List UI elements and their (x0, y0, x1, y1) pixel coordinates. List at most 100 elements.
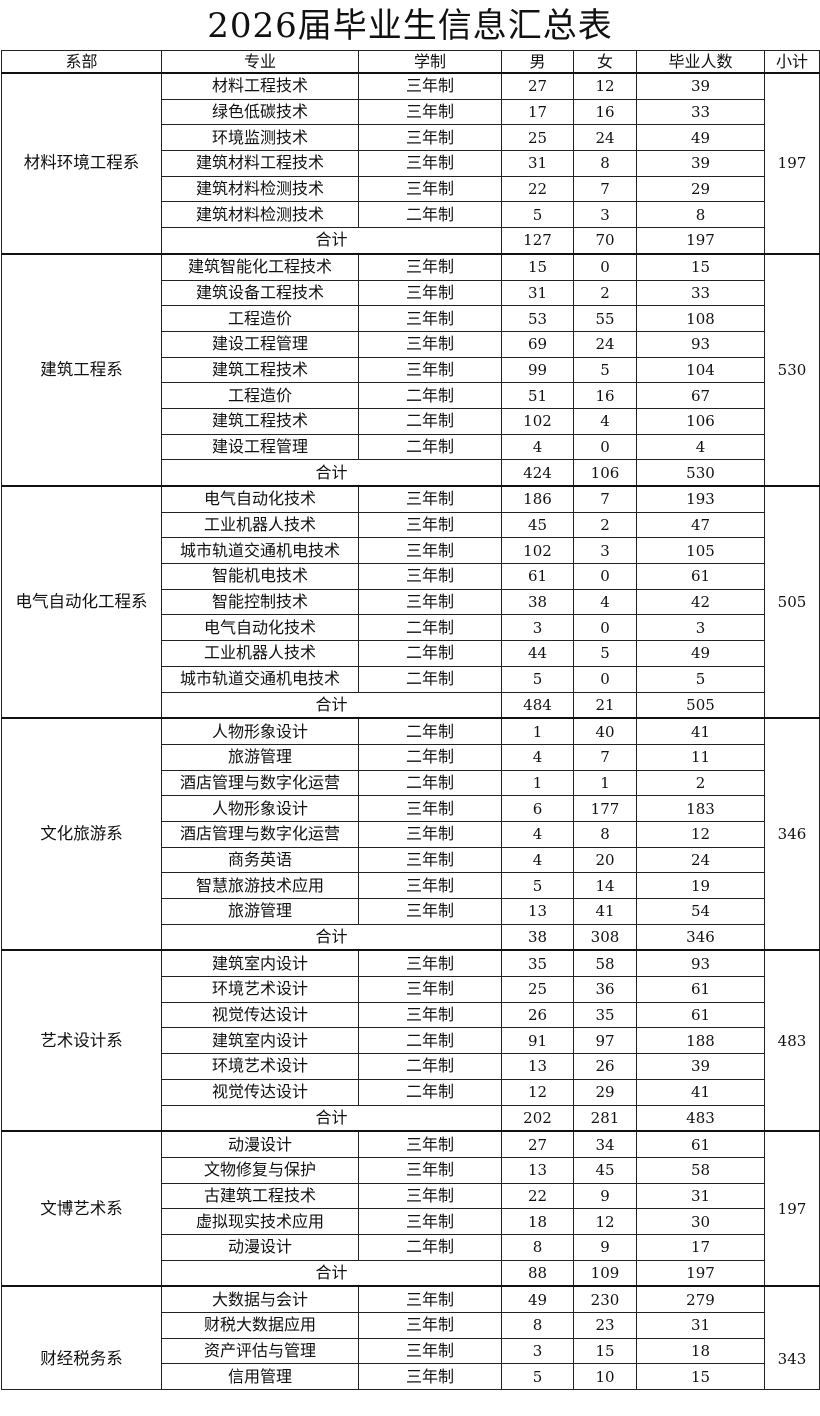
total-graduates: 505 (636, 691, 765, 719)
study-duration: 二年制 (358, 201, 502, 229)
study-duration: 三年制 (358, 484, 502, 513)
department-subtotal: 346 (764, 717, 820, 951)
male-count: 4 (501, 743, 574, 771)
graduate-count: 29 (636, 175, 765, 203)
study-duration: 三年制 (358, 511, 502, 539)
female-count: 41 (573, 898, 637, 925)
total-row: 合计 127 70 197 (2, 227, 820, 255)
table-row: 视觉传达设计 二年制 12 29 41 (2, 1078, 820, 1106)
female-count: 58 (573, 949, 637, 978)
graduate-count: 61 (636, 976, 765, 1003)
study-duration: 三年制 (358, 1312, 502, 1339)
total-graduates: 197 (636, 1259, 765, 1287)
female-count: 20 (573, 846, 637, 874)
department-name: 文博艺术系 (1, 1130, 162, 1287)
graduate-count: 39 (636, 71, 765, 100)
study-duration: 三年制 (358, 898, 502, 925)
graduate-count: 33 (636, 98, 765, 126)
major-name: 工程造价 (161, 382, 359, 409)
male-count: 5 (501, 665, 574, 693)
total-row: 合计 38 308 346 (2, 923, 820, 951)
graduate-count: 12 (636, 820, 765, 848)
male-count: 31 (501, 279, 574, 307)
graduate-count: 17 (636, 1233, 765, 1261)
graduate-count: 42 (636, 588, 765, 616)
department-name: 文化旅游系 (1, 717, 162, 951)
major-name: 虚拟现实技术应用 (161, 1208, 359, 1235)
male-count: 91 (501, 1027, 574, 1055)
major-name: 建设工程管理 (161, 433, 359, 461)
male-count: 17 (501, 98, 574, 126)
graduate-count: 61 (636, 563, 765, 590)
page-title: 2026届毕业生信息汇总表 (207, 6, 613, 46)
total-label: 合计 (161, 1259, 502, 1287)
table-row: 资产评估与管理 三年制 3 15 18 (2, 1337, 820, 1365)
major-name: 动漫设计 (161, 1233, 359, 1261)
department-name: 材料环境工程系 (1, 72, 162, 255)
table-row: 绿色低碳技术 三年制 17 16 33 (2, 98, 820, 126)
male-count: 35 (501, 949, 574, 978)
table-row: 建筑室内设计 二年制 91 97 188 (2, 1027, 820, 1055)
study-duration: 三年制 (358, 1285, 502, 1314)
female-count: 23 (573, 1312, 637, 1339)
total-male: 127 (501, 227, 574, 255)
study-duration: 三年制 (358, 820, 502, 848)
female-count: 26 (573, 1053, 637, 1080)
major-name: 资产评估与管理 (161, 1337, 359, 1365)
department-subtotal: 483 (764, 949, 820, 1132)
study-duration: 三年制 (358, 1001, 502, 1029)
graduate-count: 15 (636, 252, 765, 281)
total-male: 484 (501, 691, 574, 719)
graduate-count: 39 (636, 1053, 765, 1080)
graduate-count: 11 (636, 743, 765, 771)
male-count: 3 (501, 1337, 574, 1365)
major-name: 建筑工程技术 (161, 356, 359, 384)
major-name: 建筑室内设计 (161, 949, 359, 978)
male-count: 5 (501, 1363, 574, 1391)
table-row: 信用管理 三年制 5 10 15 (2, 1363, 820, 1391)
major-name: 酒店管理与数字化运营 (161, 820, 359, 848)
header-female: 女 (573, 50, 637, 74)
female-count: 24 (573, 124, 637, 152)
study-duration: 三年制 (358, 846, 502, 874)
study-duration: 三年制 (358, 150, 502, 177)
graduate-count: 47 (636, 511, 765, 539)
header-major: 专业 (161, 50, 359, 74)
study-duration: 二年制 (358, 1233, 502, 1261)
major-name: 建筑智能化工程技术 (161, 252, 359, 281)
table-row: 古建筑工程技术 三年制 22 9 31 (2, 1182, 820, 1210)
major-name: 工程造价 (161, 305, 359, 332)
table-row: 建筑材料检测技术 二年制 5 3 8 (2, 201, 820, 229)
graduate-count: 67 (636, 382, 765, 409)
graduate-count: 61 (636, 1130, 765, 1158)
study-duration: 三年制 (358, 279, 502, 307)
major-name: 大数据与会计 (161, 1285, 359, 1314)
study-duration: 三年制 (358, 98, 502, 126)
header-department: 系部 (1, 50, 162, 74)
female-count: 7 (573, 175, 637, 203)
study-duration: 二年制 (358, 382, 502, 409)
total-female: 308 (573, 923, 637, 951)
table-row: 文物修复与保护 三年制 13 45 58 (2, 1156, 820, 1184)
male-count: 45 (501, 511, 574, 539)
graduate-count: 58 (636, 1156, 765, 1184)
major-name: 环境监测技术 (161, 124, 359, 152)
major-name: 酒店管理与数字化运营 (161, 769, 359, 797)
table-row: 酒店管理与数字化运营 二年制 1 1 2 (2, 769, 820, 797)
major-name: 智能控制技术 (161, 588, 359, 616)
male-count: 4 (501, 433, 574, 461)
female-count: 2 (573, 511, 637, 539)
table-row: 电气自动化工程系 电气自动化技术 三年制 186 7 193 505 (1, 484, 820, 719)
graduate-count: 3 (636, 614, 765, 642)
major-name: 智能机电技术 (161, 563, 359, 590)
table-row: 建筑工程系 建筑智能化工程技术 三年制 15 0 15 530 (1, 252, 820, 487)
major-name: 建筑材料工程技术 (161, 150, 359, 177)
study-duration: 三年制 (358, 252, 502, 281)
study-duration: 二年制 (358, 743, 502, 771)
female-count: 4 (573, 588, 637, 616)
female-count: 16 (573, 382, 637, 409)
major-name: 动漫设计 (161, 1130, 359, 1158)
major-name: 人物形象设计 (161, 795, 359, 822)
female-count: 34 (573, 1130, 637, 1158)
department-subtotal: 343 (764, 1285, 820, 1391)
